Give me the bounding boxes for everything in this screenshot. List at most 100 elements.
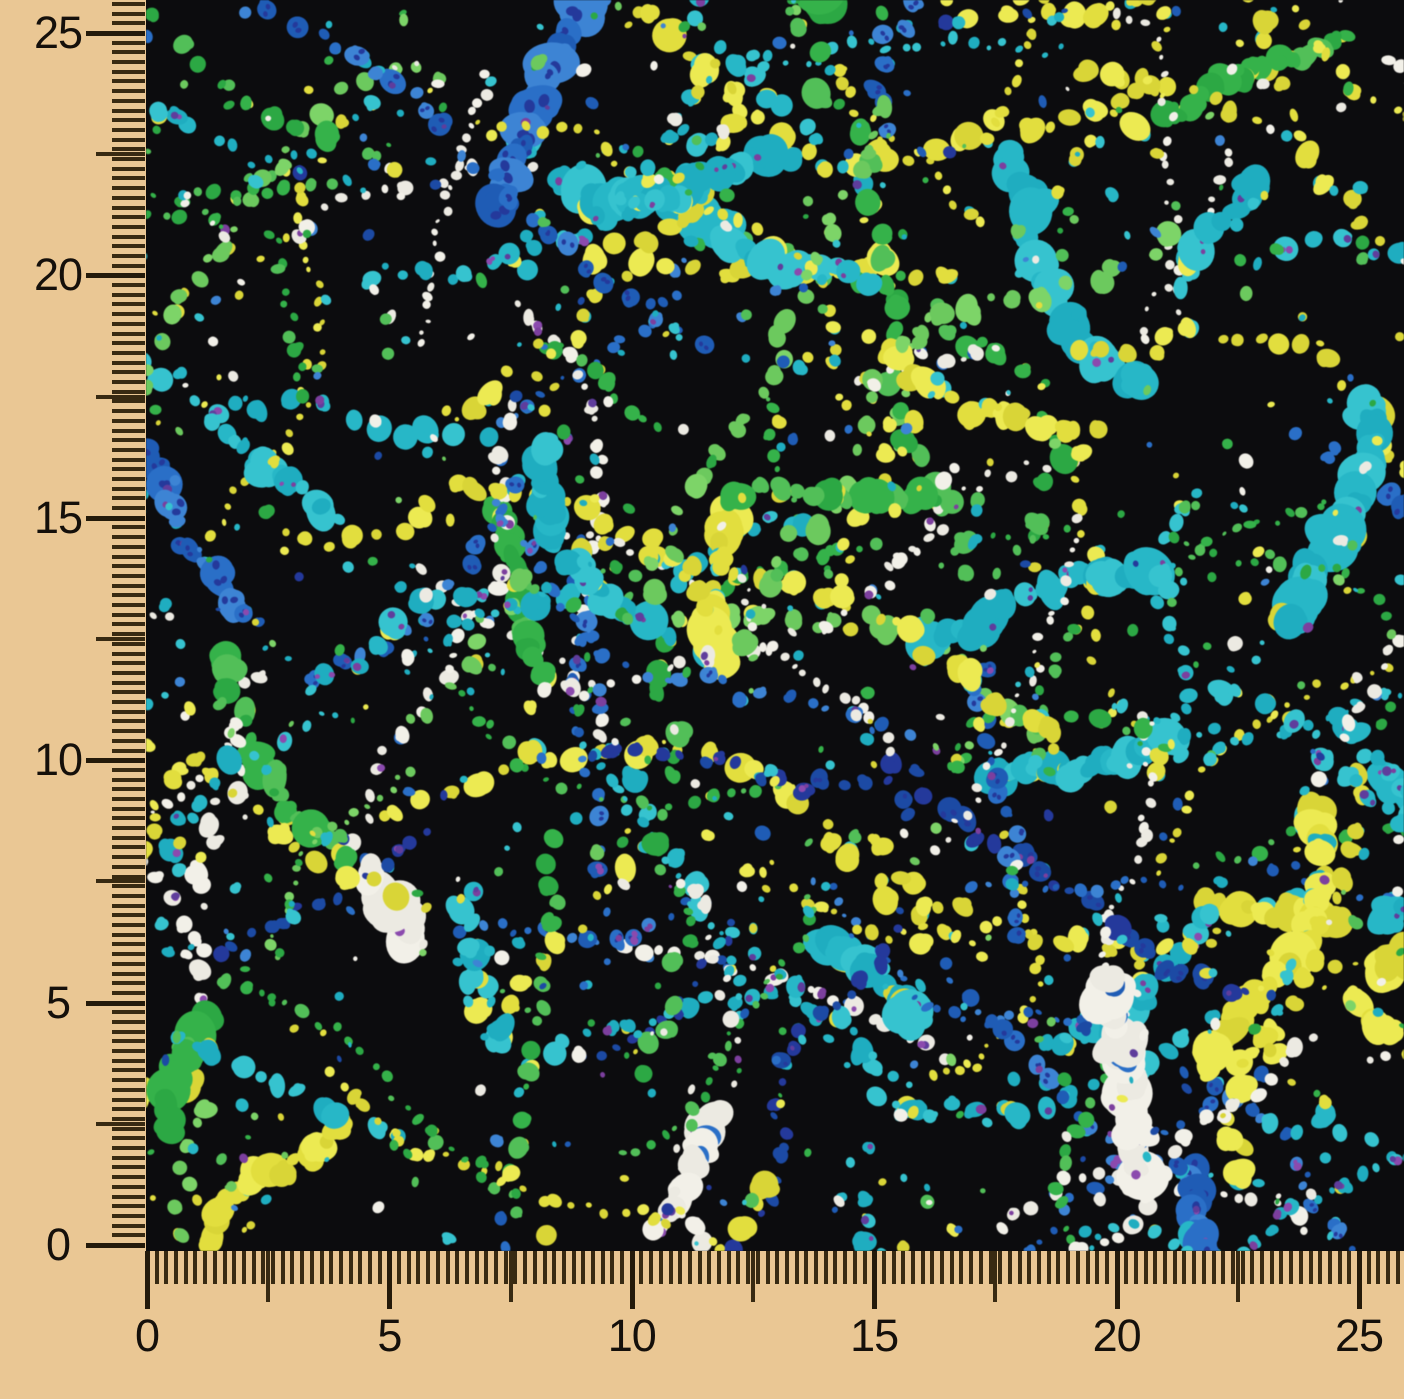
ruler-tick — [1114, 1251, 1120, 1309]
ruler-tick — [86, 758, 145, 764]
ruler-tick — [112, 89, 145, 94]
ruler-tick — [707, 1251, 712, 1284]
ruler-tick — [112, 641, 145, 646]
ruler-tick — [112, 1, 145, 6]
ruler-tick — [112, 796, 145, 801]
ruler-tick — [112, 127, 145, 132]
ruler-tick — [940, 1251, 945, 1284]
ruler-tick — [112, 864, 145, 869]
ruler-tick — [112, 438, 145, 443]
ruler-tick — [852, 1251, 857, 1284]
ruler-tick — [112, 380, 145, 385]
ruler-number-left: 10 — [33, 734, 83, 786]
ruler-tick — [751, 1251, 755, 1302]
ruler-tick — [86, 515, 145, 521]
ruler-tick — [112, 21, 145, 26]
ruler-tick — [112, 312, 145, 317]
ruler-tick — [969, 1251, 974, 1284]
ruler-tick — [1182, 1251, 1187, 1284]
ruler-tick — [112, 147, 145, 152]
ruler-tick — [112, 767, 145, 772]
ruler-number-left: 15 — [33, 491, 83, 543]
ruler-tick — [1230, 1251, 1235, 1284]
ruler-tick — [1327, 1251, 1332, 1284]
ruler-tick — [266, 1251, 271, 1302]
ruler-tick — [112, 69, 145, 74]
ruler-number-left: 0 — [45, 1219, 71, 1270]
ruler-tick — [329, 1251, 334, 1284]
ruler-tick — [112, 670, 145, 675]
ruler-tick — [112, 283, 145, 288]
ruler-tick — [508, 1251, 513, 1302]
ruler-number-bottom: 10 — [607, 1310, 657, 1361]
ruler-tick — [1357, 1251, 1362, 1309]
ruler-tick — [112, 700, 145, 705]
ruler-tick — [280, 1251, 285, 1284]
ruler-tick — [112, 40, 145, 45]
ruler-tick — [112, 535, 145, 540]
ruler-tick — [112, 952, 145, 957]
ruler-tick — [668, 1251, 673, 1284]
ruler-tick — [112, 399, 145, 404]
ruler-tick — [112, 79, 145, 84]
ruler-tick — [174, 1251, 179, 1284]
ruler-tick — [112, 893, 145, 898]
ruler-tick — [112, 903, 145, 908]
ruler-tick — [164, 1251, 169, 1284]
ruler-tick — [542, 1251, 547, 1284]
ruler-tick — [112, 1107, 145, 1112]
ruler-tick — [1347, 1251, 1352, 1284]
ruler-tick — [112, 166, 145, 171]
ruler-tick — [532, 1251, 537, 1284]
ruler-tick — [1240, 1251, 1245, 1284]
ruler-tick — [112, 467, 145, 472]
ruler-tick — [1066, 1251, 1071, 1284]
ruler-tick — [112, 632, 145, 637]
ruler-tick — [112, 1049, 145, 1054]
ruler-tick — [112, 98, 145, 103]
ruler-tick — [649, 1251, 654, 1284]
ruler-tick — [726, 1251, 731, 1284]
ruler-tick — [112, 1213, 145, 1218]
ruler-tick — [112, 186, 145, 191]
ruler-tick — [112, 729, 145, 734]
ruler-tick — [406, 1251, 411, 1284]
ruler-tick — [112, 651, 145, 656]
ruler-tick — [112, 806, 145, 811]
ruler-tick — [112, 612, 145, 617]
ruler-tick — [1056, 1251, 1061, 1284]
ruler-tick — [251, 1251, 256, 1284]
ruler-tick — [814, 1251, 819, 1284]
ruler-tick — [910, 1251, 915, 1284]
ruler-tick — [300, 1251, 305, 1284]
ruler-tick — [112, 593, 145, 598]
ruler-tick — [1260, 1251, 1265, 1284]
ruler-tick — [843, 1251, 848, 1284]
ruler-tick — [1163, 1251, 1168, 1284]
ruler-tick — [1037, 1251, 1042, 1284]
ruler-tick — [1386, 1251, 1391, 1284]
ruler-tick — [112, 932, 145, 937]
ruler-tick — [112, 719, 145, 724]
ruler-tick — [503, 1251, 508, 1284]
ruler-tick — [112, 506, 145, 511]
ruler-tick — [112, 263, 145, 268]
ruler-tick — [112, 1155, 145, 1160]
ruler-tick — [112, 690, 145, 695]
ruler-tick — [112, 1039, 145, 1044]
ruler-tick — [241, 1251, 246, 1284]
ruler-tick — [222, 1251, 227, 1284]
ruler-tick — [639, 1251, 644, 1284]
ruler-tick — [112, 525, 145, 530]
ruler-tick — [464, 1251, 469, 1284]
ruler-tick — [96, 394, 145, 399]
ruler-tick — [1143, 1251, 1148, 1284]
ruler-tick — [112, 370, 145, 375]
ruler-tick — [112, 777, 145, 782]
ruler-tick — [1017, 1251, 1022, 1284]
ruler-tick — [862, 1251, 867, 1284]
ruler-tick — [959, 1251, 964, 1284]
ruler-tick — [112, 1068, 145, 1073]
ruler-tick — [872, 1251, 878, 1309]
